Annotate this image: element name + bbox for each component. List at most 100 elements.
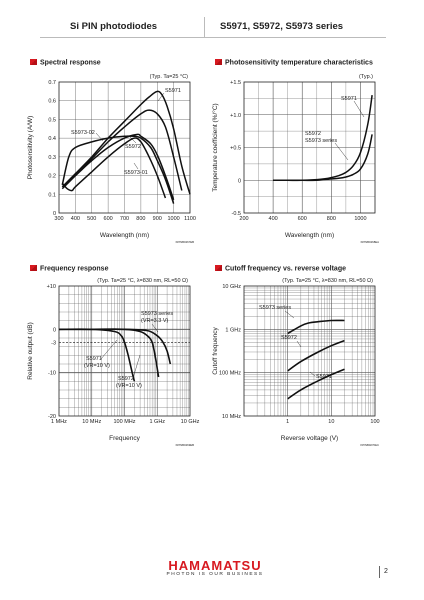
y-tick-label: +0.5 (230, 146, 241, 152)
section-title-text: Frequency response (40, 265, 109, 273)
x-axis-label: Wavelength (nm) (100, 232, 149, 239)
x-tick-label: 500 (87, 216, 96, 222)
x-axis-label: Reverse voltage (V) (281, 435, 338, 442)
series-line-spectral-1 (61, 109, 183, 191)
y-tick-label: 0 (53, 211, 56, 217)
series-line-cutoff-1 (287, 339, 345, 372)
x-tick-label: 100 MHz (113, 419, 135, 425)
y-axis-label: Relative output (dB) (27, 322, 34, 379)
x-tick-label: 1 GHz (149, 419, 165, 425)
page-number: 2 (379, 566, 388, 578)
x-tick-label: 400 (269, 216, 278, 222)
leader-line (132, 354, 141, 379)
x-tick-label: 100 (370, 419, 379, 425)
leader-line (334, 142, 349, 161)
y-tick-label: +10 (47, 284, 56, 290)
y-tick-label: 0 (238, 178, 241, 184)
x-tick-label: 600 (104, 216, 113, 222)
x-tick-label: 200 (239, 216, 248, 222)
leader-line (284, 310, 295, 319)
hamamatsu-logo: HAMAMATSU PHOTON IS OUR BUSINESS (160, 558, 270, 577)
section-title-text: Photosensitivity temperature characteris… (225, 59, 373, 67)
series-line-temp-1 (273, 134, 373, 182)
chart-condition: (Typ.) (359, 74, 373, 80)
y-tick-label: 0.1 (48, 192, 56, 198)
header-divider (204, 17, 205, 37)
chart-condition: (Typ. Ta=25 °C) (150, 74, 188, 80)
header-title: Si PIN photodiodes (70, 21, 158, 32)
x-tick-label: 10 (328, 419, 334, 425)
series-label-s5971: S5971 (86, 356, 102, 362)
series-label-s5972: S5972 (118, 376, 134, 382)
y-tick-label: 10 GHz (222, 284, 241, 290)
leader-line (100, 339, 118, 360)
y-axis-label: Cutoff frequency (212, 326, 219, 374)
y-tick-label: +1.0 (230, 113, 241, 119)
x-tick-label: 800 (136, 216, 145, 222)
x-tick-label: 1100 (184, 216, 196, 222)
series-line-cutoff-2 (287, 368, 345, 400)
series-label-s5972: S5972 (305, 131, 321, 137)
section-title-freq: Frequency response (30, 265, 108, 273)
x-tick-label: 10 MHz (82, 419, 101, 425)
x-tick-label: 1000 (168, 216, 180, 222)
section-marker-icon (215, 265, 222, 271)
y-tick-label: 0.6 (48, 99, 56, 105)
y-tick-label: -20 (48, 414, 56, 420)
y-tick-label: 0.2 (48, 174, 56, 180)
page-header: Si PIN photodiodes S5971, S5972, S5973 s… (40, 17, 386, 45)
y-tick-label: 1 GHz (225, 327, 241, 333)
chart-code: KPINB0269EB (176, 443, 194, 447)
y-tick-label: -0.5 (232, 211, 241, 217)
leader-line (151, 323, 159, 333)
series-line-freq-2 (58, 328, 172, 365)
y-tick-label: 100 MHz (219, 371, 241, 377)
y-tick-label: -10 (48, 371, 56, 377)
plot-frame (243, 285, 376, 417)
series-line-cutoff-0 (287, 319, 345, 335)
x-tick-label: 400 (71, 216, 80, 222)
header-rule (40, 37, 386, 38)
series-label-s5971: S5971 (316, 374, 332, 380)
y-tick-label: 0.4 (48, 136, 56, 142)
x-tick-label: 1 MHz (51, 419, 67, 425)
y-tick-label: 0 (53, 327, 56, 333)
y-tick-label: 0.7 (48, 80, 56, 86)
chart-condition: (Typ. Ta=25 °C, λ=830 nm, RL=50 Ω) (282, 278, 373, 284)
series-label-s5971: S5971 (341, 96, 357, 102)
leader-line (95, 132, 104, 142)
x-axis-label: Wavelength (nm) (285, 232, 334, 239)
chart-condition: (Typ. Ta=25 °C, λ=830 nm, RL=50 Ω) (97, 278, 188, 284)
series-label-s5972: S5972 (125, 144, 141, 150)
y-tick-label: +1.5 (230, 80, 241, 86)
section-title-cutoff: Cutoff frequency vs. reverse voltage (215, 265, 346, 273)
series-label-s5972-vr: (VR=10 V) (116, 383, 142, 389)
y-axis-label: Photosensitivity (A/W) (27, 116, 34, 180)
plot-frame (243, 81, 376, 214)
y-axis-label: Temperature coefficient (%/°C) (211, 103, 219, 191)
x-tick-label: 300 (54, 216, 63, 222)
x-tick-label: 1000 (354, 216, 366, 222)
leader-line (353, 100, 365, 118)
leader-line (129, 136, 137, 144)
series-label-s5973-01: S5973-01 (124, 170, 148, 176)
x-tick-label: 1 (286, 419, 289, 425)
series-label-s5973: S5973 series (259, 305, 291, 311)
section-title-temp: Photosensitivity temperature characteris… (215, 59, 373, 67)
x-tick-label: 800 (327, 216, 336, 222)
series-line-spectral-3 (61, 133, 175, 201)
section-title-text: Cutoff frequency vs. reverse voltage (225, 265, 346, 273)
series-label-s5971: S5971 (165, 88, 181, 94)
chart-code: KPINB0267EB (176, 240, 194, 244)
section-marker-icon (30, 59, 37, 65)
y-tick-label: 0.3 (48, 155, 56, 161)
series-label-s5973-vr: (VR=3.3 V) (141, 318, 169, 324)
x-axis-label: Frequency (109, 435, 140, 442)
series-label-s5972: S5972 (281, 335, 297, 341)
section-title-text: Spectral response (40, 59, 101, 67)
header-series: S5971, S5972, S5973 series (220, 21, 344, 32)
x-tick-label: 10 GHz (181, 419, 200, 425)
